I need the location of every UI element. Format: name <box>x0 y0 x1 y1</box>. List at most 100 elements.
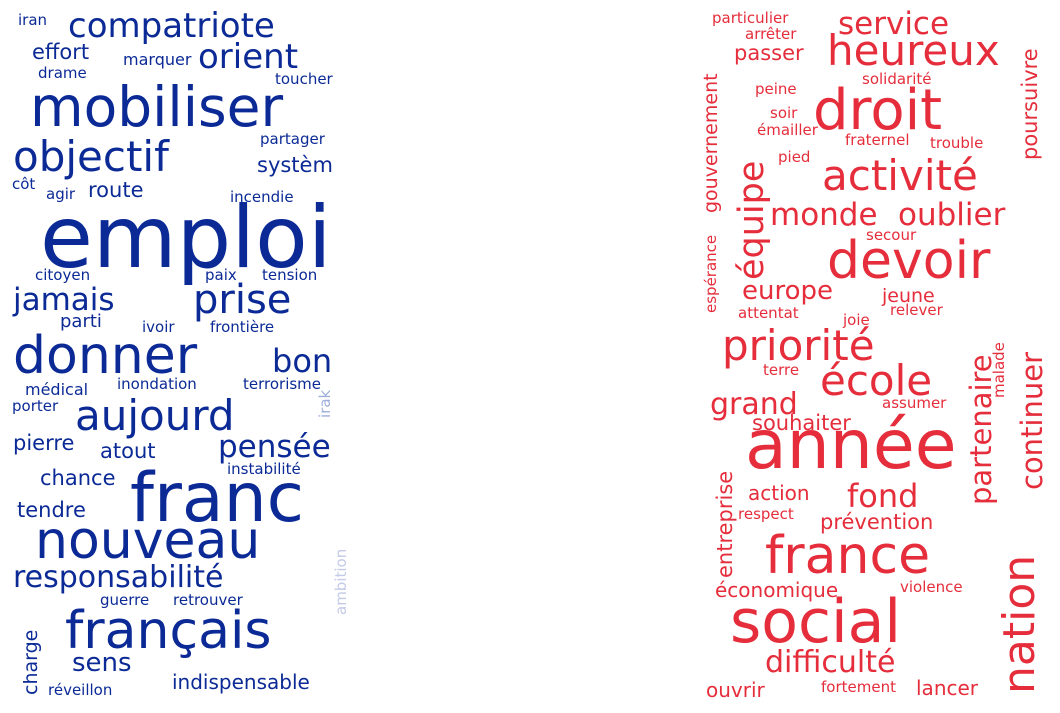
word: pied <box>778 148 811 166</box>
word: drame <box>38 64 87 82</box>
word: nouveau <box>35 511 261 571</box>
word: respect <box>738 505 794 523</box>
word: école <box>820 356 933 405</box>
word: atout <box>100 439 156 463</box>
word: action <box>748 481 810 505</box>
word: relever <box>890 301 943 319</box>
word: gouvernement <box>700 73 722 213</box>
word: fond <box>847 477 919 515</box>
word: passer <box>734 41 804 65</box>
word: citoyen <box>35 266 91 284</box>
word-cloud-right: particulier service arrêter passer heure… <box>690 0 1060 713</box>
word: toucher <box>275 70 333 88</box>
word: mobiliser <box>30 75 284 139</box>
word: malade <box>990 342 1008 398</box>
word: priorité <box>722 321 875 370</box>
word: aujourd <box>75 391 235 440</box>
word: joie <box>843 311 870 329</box>
word: prise <box>193 277 292 323</box>
word: activité <box>822 151 978 200</box>
word: objectif <box>13 132 169 181</box>
word: devoir <box>827 231 991 291</box>
word: frontière <box>210 318 275 336</box>
word: incendie <box>230 188 294 206</box>
word: responsabilité <box>13 560 224 595</box>
word: orient <box>198 37 299 77</box>
word: retrouver <box>173 591 243 609</box>
word: pierre <box>13 431 75 455</box>
word: prévention <box>820 510 934 534</box>
word: poursuivre <box>1018 48 1042 160</box>
word: systèm <box>257 153 333 177</box>
word: fraternel <box>845 131 910 149</box>
word: heureux <box>827 26 1000 75</box>
word: social <box>730 587 902 657</box>
word: continuer <box>1015 351 1049 490</box>
word: nation <box>994 554 1045 694</box>
word: particulier <box>712 9 789 27</box>
word: iran <box>18 11 48 29</box>
word: agir <box>46 185 76 203</box>
word: ivoir <box>142 318 175 336</box>
word: irak <box>316 389 334 418</box>
word: sens <box>72 648 132 678</box>
word: partager <box>260 130 325 148</box>
word: peine <box>755 80 797 98</box>
word: donner <box>13 326 198 386</box>
word: terrorisme <box>243 375 322 393</box>
word: effort <box>32 40 90 64</box>
word: emploi <box>40 188 332 288</box>
word: violence <box>900 578 963 596</box>
word: soir <box>770 104 798 122</box>
word: jamais <box>13 282 115 318</box>
word: lancer <box>916 676 979 700</box>
word: souhaiter <box>752 411 851 435</box>
word: trouble <box>930 134 984 152</box>
word: marquer <box>123 50 192 69</box>
word: ouvrir <box>706 678 765 702</box>
word: jeune <box>882 285 935 307</box>
word: réveillon <box>48 681 113 699</box>
word: franc <box>130 459 305 538</box>
word: indispensable <box>172 670 310 694</box>
word: parti <box>60 311 102 332</box>
word: économique <box>715 578 839 602</box>
word: français <box>65 601 272 661</box>
word: grand <box>710 387 798 422</box>
word: année <box>745 406 957 485</box>
word: secour <box>866 226 917 244</box>
word: monde <box>770 197 878 233</box>
word: terre <box>763 361 800 379</box>
word: difficulté <box>765 645 896 680</box>
word: assumer <box>882 394 947 412</box>
word: oublier <box>898 197 1006 233</box>
word: solidarité <box>862 70 932 88</box>
word: bon <box>272 342 333 380</box>
word-cloud-left: iran compatriote effort orient marquer d… <box>0 0 370 713</box>
word: côt <box>12 175 36 193</box>
word: route <box>88 178 144 202</box>
word: porter <box>12 397 59 415</box>
word: tendre <box>17 498 86 522</box>
word: charge <box>20 629 42 695</box>
word: équipe <box>732 160 772 280</box>
word: droit <box>813 78 943 143</box>
word: paix <box>205 266 237 284</box>
word: ambition <box>332 548 350 615</box>
word: émailler <box>757 121 818 139</box>
word: pensée <box>218 429 331 465</box>
word: espérance <box>702 234 720 313</box>
word: tension <box>262 266 318 284</box>
word: france <box>765 526 931 586</box>
word: fortement <box>821 678 896 696</box>
word: inondation <box>117 375 197 393</box>
word: entreprise <box>713 470 737 578</box>
word: guerre <box>100 591 150 609</box>
word: chance <box>40 466 116 490</box>
word: europe <box>742 276 833 306</box>
word: arrêter <box>745 25 797 43</box>
word: service <box>838 6 950 42</box>
word: instabilité <box>227 460 301 478</box>
word: attentat <box>738 304 799 322</box>
word: médical <box>25 380 89 399</box>
